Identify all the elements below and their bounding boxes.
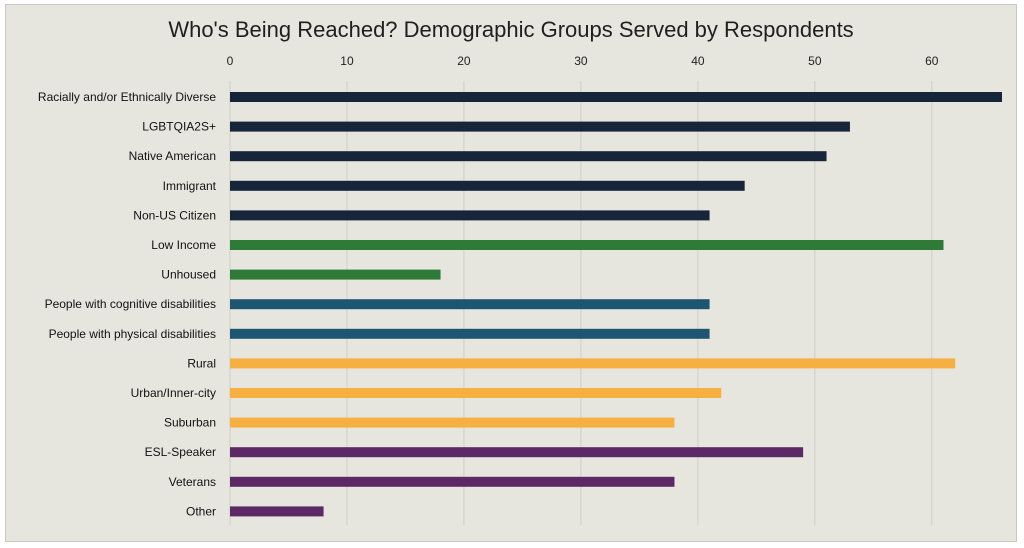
bar (230, 92, 1002, 102)
x-tick-label: 20 (457, 54, 471, 68)
category-label: People with physical disabilities (49, 327, 216, 341)
bar (230, 417, 675, 428)
x-tick-label: 10 (340, 54, 354, 68)
x-tick-label: 40 (691, 54, 705, 68)
category-label: Low Income (151, 238, 216, 252)
bar (230, 240, 944, 250)
category-label: ESL-Speaker (145, 445, 216, 459)
bar (230, 447, 804, 458)
x-tick-label: 50 (808, 54, 822, 68)
chart-frame: Who's Being Reached? Demographic Groups … (5, 4, 1017, 542)
category-label: Non-US Citizen (133, 208, 216, 222)
bar (230, 210, 710, 221)
category-label: Immigrant (163, 179, 217, 193)
x-tick-label: 0 (227, 54, 234, 68)
category-label: Urban/Inner-city (131, 386, 216, 400)
category-label: People with cognitive disabilities (45, 297, 216, 311)
category-label: Unhoused (161, 268, 216, 282)
chart-title: Who's Being Reached? Demographic Groups … (168, 17, 854, 42)
category-label: LGBTQIA2S+ (142, 120, 216, 134)
category-label: Other (186, 504, 216, 518)
category-label: Rural (187, 356, 216, 370)
bar (230, 299, 710, 310)
bar (230, 151, 827, 162)
category-label: Suburban (164, 416, 216, 430)
bar (230, 358, 956, 369)
x-tick-label: 30 (574, 54, 588, 68)
bar (230, 328, 710, 339)
bar (230, 269, 441, 280)
bar (230, 476, 675, 487)
x-tick-label: 60 (925, 54, 939, 68)
category-label: Racially and/or Ethnically Diverse (38, 90, 216, 104)
bar-chart: 0 10 20 30 40 50 60 Racially and/or Ethnically … (38, 54, 1002, 526)
category-label: Veterans (169, 475, 216, 489)
bar (230, 388, 722, 398)
bar (230, 180, 745, 191)
bar (230, 506, 324, 517)
bar (230, 121, 850, 132)
category-label: Native American (129, 149, 216, 163)
